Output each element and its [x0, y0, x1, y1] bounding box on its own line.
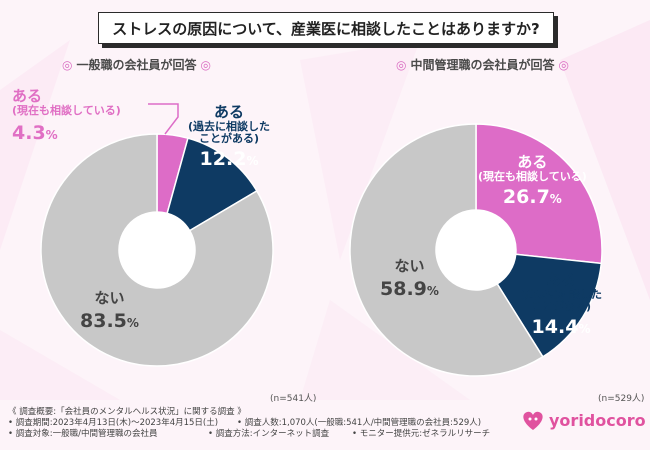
left-past-label: ある [214, 103, 245, 121]
right-none-unit: % [426, 283, 439, 298]
right-current-label: ある [517, 153, 548, 171]
left-current-unit: % [45, 127, 58, 142]
left-none-label: ない [94, 289, 125, 307]
left-panel-title: ◎ 一般職の会社員が回答 ◎ [58, 56, 215, 73]
right-current-unit: % [549, 191, 562, 206]
chart-title-box: ストレスの原因について、産業医に相談したことはありますか? [98, 12, 554, 44]
left-past-value: 12.2 [199, 147, 247, 170]
right-current-sublabel: (現在も相談している) [478, 169, 587, 183]
left-panel-title-text: 一般職の会社員が回答 [76, 58, 197, 72]
right-past-sublabel-2: ことがある) [531, 299, 592, 313]
left-current-sublabel: (現在も相談している) [12, 103, 121, 117]
right-label-current: ある (現在も相談している) 26.7% [478, 154, 587, 207]
right-panel-title: ◎ 中間管理職の会社員が回答 ◎ [392, 56, 573, 73]
left-title-mark-end: ◎ [200, 58, 211, 72]
left-past-sublabel-2: ことがある) [199, 131, 260, 145]
left-label-past: ある (過去に相談した ことがある) 12.2% [188, 104, 270, 170]
right-label-past: ある (過去に相談した ことがある) 14.4% [520, 272, 602, 338]
footer-target: • 調査対象:一般職/中間管理職の会社員 [8, 429, 158, 439]
footer-method: • 調査方法:インターネット調査 [208, 429, 330, 439]
footer-provider: • モニター提供元:ゼネラルリサーチ [352, 429, 491, 439]
left-current-leader-line [148, 103, 179, 135]
chart0-center-hole [119, 212, 195, 288]
footer-count: • 調査人数:1,070人(一般職:541人/中間管理職の会社員:529人) [237, 418, 482, 428]
footer-period: • 調査期間:2023年4月13日(木)〜2023年4月15日(土) [8, 418, 219, 428]
chart-title: ストレスの原因について、産業医に相談したことはありますか? [112, 19, 540, 38]
left-current-label: ある [12, 87, 43, 105]
brand-logo-icon [523, 411, 543, 430]
chart1-center-hole [436, 210, 516, 290]
left-label-current: ある (現在も相談している) 4.3% [12, 88, 121, 143]
brand-logo-text: yoridocoro [549, 410, 646, 430]
brand-logo: yoridocoro [520, 408, 646, 432]
right-panel-title-text: 中間管理職の会社員が回答 [410, 58, 555, 72]
right-past-value: 14.4 [531, 315, 579, 338]
left-n-label: (n=541人) [270, 394, 317, 404]
right-none-label: ない [394, 257, 425, 275]
footer-overview: 《 調査概要:「会社員のメンタルヘルス状況」に関する調査 》 [8, 407, 246, 417]
right-past-unit: % [578, 321, 591, 336]
left-past-unit: % [246, 153, 259, 168]
left-past-sublabel-1: (過去に相談した [188, 119, 271, 133]
left-label-none: ない 83.5% [80, 290, 139, 331]
right-title-mark-end: ◎ [558, 58, 569, 72]
left-current-value: 4.3 [12, 121, 46, 144]
right-none-value: 58.9 [380, 277, 427, 300]
right-label-none: ない 58.9% [380, 258, 439, 299]
left-none-value: 83.5 [80, 309, 127, 332]
right-current-value: 26.7 [502, 185, 550, 208]
left-title-mark-start: ◎ [62, 58, 73, 72]
right-past-sublabel-1: (過去に相談した [520, 287, 603, 301]
left-none-unit: % [126, 315, 139, 330]
right-n-label: (n=529人) [598, 394, 645, 404]
right-past-label: ある [546, 271, 577, 289]
right-title-mark-start: ◎ [396, 58, 407, 72]
